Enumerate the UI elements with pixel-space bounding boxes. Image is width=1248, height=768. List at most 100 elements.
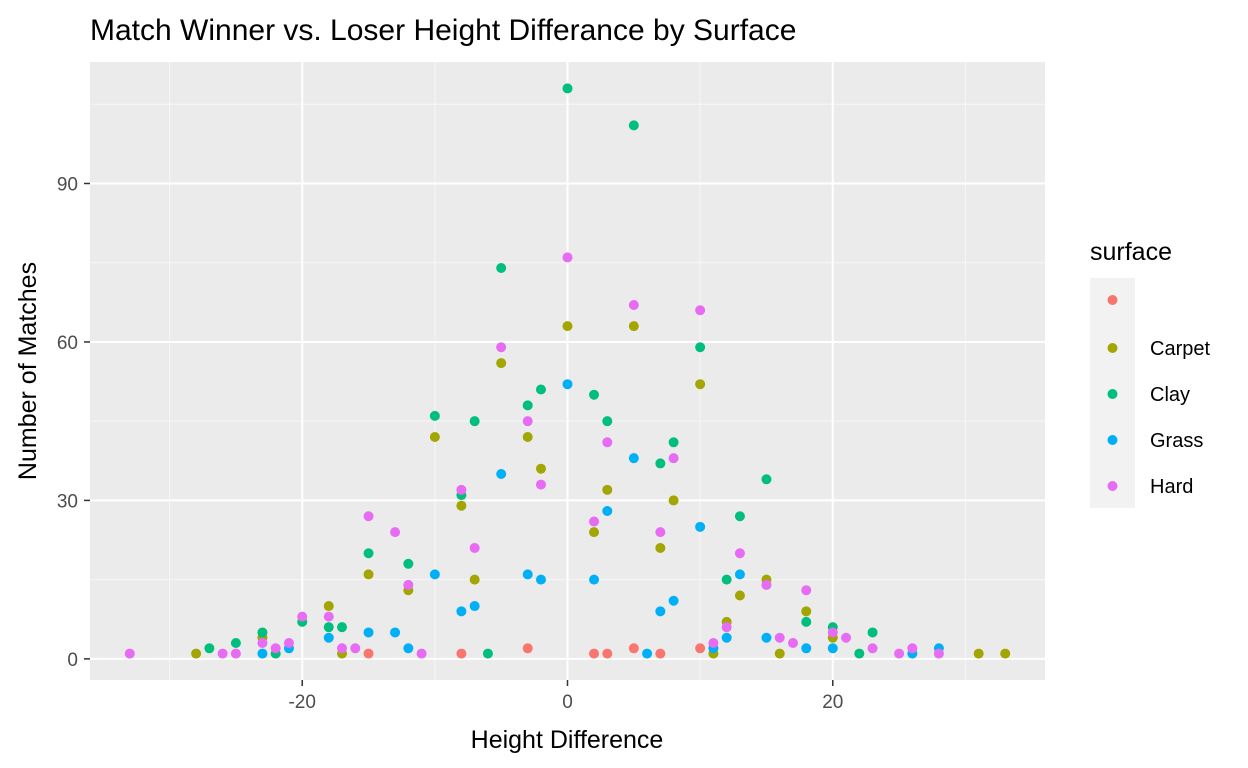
data-point <box>668 495 679 506</box>
data-point <box>496 342 507 353</box>
data-point <box>695 643 706 654</box>
data-point <box>416 648 427 659</box>
data-point <box>655 606 666 617</box>
data-point <box>628 321 639 332</box>
data-point <box>496 263 507 273</box>
data-point <box>363 648 374 659</box>
data-point <box>801 585 812 596</box>
data-point <box>230 638 241 649</box>
data-point <box>522 400 533 411</box>
y-tick-label: 90 <box>57 174 78 195</box>
data-point <box>867 627 878 638</box>
data-point <box>350 643 361 654</box>
data-point <box>655 527 666 538</box>
data-point <box>602 648 613 659</box>
data-point <box>827 627 838 638</box>
x-tick-label: 0 <box>562 692 573 713</box>
data-point <box>429 410 440 421</box>
data-point <box>708 638 719 649</box>
data-point <box>907 643 918 654</box>
data-point <box>602 484 613 495</box>
data-point <box>191 648 202 659</box>
data-point <box>323 611 334 622</box>
legend-key <box>1107 481 1118 491</box>
data-point <box>721 632 732 643</box>
data-point <box>841 632 852 643</box>
data-point <box>695 379 706 390</box>
data-point <box>230 648 241 659</box>
data-point <box>655 542 666 553</box>
y-axis-title: Number of Matches <box>14 262 42 480</box>
data-point <box>761 579 772 590</box>
data-point <box>973 648 984 659</box>
y-tick-label: 60 <box>57 333 78 354</box>
data-point <box>602 416 613 427</box>
legend-key <box>1107 389 1118 399</box>
x-axis-title: Height Difference <box>471 726 664 754</box>
data-point <box>801 606 812 617</box>
data-point <box>894 648 905 659</box>
data-point <box>695 521 706 532</box>
data-point <box>403 558 414 569</box>
data-point <box>761 632 772 643</box>
data-point <box>257 638 268 649</box>
data-point <box>602 437 613 448</box>
data-point <box>655 458 666 469</box>
data-point <box>390 627 401 638</box>
data-point <box>535 479 546 490</box>
data-point <box>695 305 706 316</box>
y-tick-label: 0 <box>67 650 78 671</box>
data-point <box>628 299 639 310</box>
y-axis-ticks: 0 30 60 90 <box>57 174 90 671</box>
chart-title: Match Winner vs. Loser Height Differance… <box>90 14 796 47</box>
data-point <box>257 627 268 638</box>
data-point <box>363 569 374 580</box>
data-point <box>363 548 374 559</box>
data-point <box>695 342 706 353</box>
data-point <box>363 627 374 638</box>
data-point <box>283 638 294 649</box>
data-point <box>589 527 600 538</box>
data-point <box>522 569 533 580</box>
data-point <box>323 622 334 633</box>
data-point <box>589 389 600 400</box>
data-point <box>535 463 546 474</box>
data-point <box>734 548 745 559</box>
data-point <box>761 474 772 485</box>
data-point <box>589 516 600 527</box>
data-point <box>390 527 401 538</box>
data-point <box>562 83 573 94</box>
data-point <box>482 648 493 659</box>
data-point <box>721 574 732 585</box>
legend: Carpet Clay Grass Hard <box>1107 295 1210 498</box>
data-point <box>562 321 573 332</box>
data-point <box>642 648 653 659</box>
data-point <box>257 648 268 659</box>
data-point <box>774 632 785 643</box>
data-points <box>124 83 1011 659</box>
data-point <box>403 643 414 654</box>
data-point <box>933 648 944 659</box>
data-point <box>522 416 533 427</box>
data-point <box>721 622 732 633</box>
legend-label: Hard <box>1150 476 1193 498</box>
data-point <box>867 643 878 654</box>
data-point <box>469 542 480 553</box>
data-point <box>535 574 546 585</box>
data-point <box>469 416 480 427</box>
legend-label: Carpet <box>1150 338 1210 360</box>
data-point <box>854 648 865 659</box>
data-point <box>496 469 507 479</box>
data-point <box>456 648 467 659</box>
data-point <box>496 358 507 369</box>
data-point <box>337 643 348 654</box>
data-point <box>456 484 467 495</box>
data-point <box>217 648 228 659</box>
data-point <box>787 638 798 649</box>
data-point <box>403 579 414 590</box>
data-point <box>469 574 480 585</box>
y-tick-label: 30 <box>57 491 78 512</box>
data-point <box>655 648 666 659</box>
data-point <box>270 643 281 654</box>
